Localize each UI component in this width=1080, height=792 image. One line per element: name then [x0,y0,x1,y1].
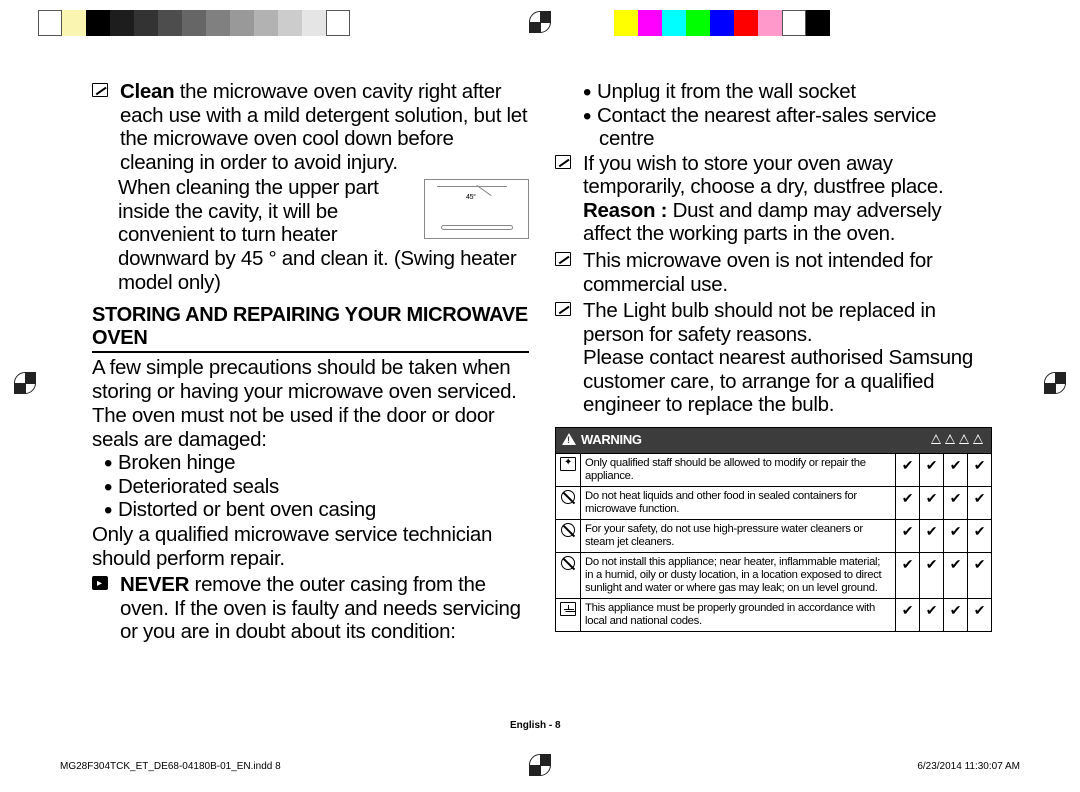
commercial-text: This microwave oven is not intended for … [583,249,992,296]
checkmark-icon: ✔ [920,486,944,519]
storing-p1: A few simple precautions should be taken… [92,356,529,403]
page-content: Clean the microwave oven cavity right af… [92,80,992,644]
list-item: Unplug it from the wall socket [599,80,992,104]
section-title-storing: STORING AND REPAIRING YOUR MICROWAVE OVE… [92,304,529,353]
warning-row-text: This appliance must be properly grounded… [581,598,896,631]
left-column: Clean the microwave oven cavity right af… [92,80,529,644]
warning-row-text: Do not install this appliance; near heat… [581,552,896,598]
checkmark-icon: ✔ [944,486,968,519]
checkmark-icon: ✔ [944,453,968,486]
storing-p3: Only a qualified microwave service techn… [92,523,529,570]
footer-date: 6/23/2014 11:30:07 AM [917,761,1020,772]
note-commercial: This microwave oven is not intended for … [555,249,992,296]
list-item: Deteriorated seals [120,475,529,499]
warning-row-icon [560,602,576,616]
checkmark-icon: ✔ [968,519,992,552]
clean-text: the microwave oven cavity right after ea… [120,80,527,174]
warning-triangle-icon [562,433,576,445]
checkmark-icon: ✔ [968,552,992,598]
table-row: Only qualified staff should be allowed t… [556,453,992,486]
list-item: Distorted or bent oven casing [120,498,529,522]
checkmark-icon: ✔ [968,598,992,631]
reason-lead: Reason : [583,199,673,222]
checkmark-icon: ✔ [896,519,920,552]
storing-p2: The oven must not be used if the door or… [92,404,529,451]
note-icon [555,252,577,270]
registration-mark-right [1044,372,1068,396]
warning-row-text: Do not heat liquids and other food in se… [581,486,896,519]
warning-row-icon [561,490,575,504]
checkmark-icon: ✔ [896,598,920,631]
note-icon [555,302,577,320]
warning-header-label: WARNING [581,432,642,447]
checkmark-icon: ✔ [896,486,920,519]
list-item: Contact the nearest after-sales service … [599,104,992,151]
table-row: For your safety, do not use high-pressur… [556,519,992,552]
checkmark-icon: ✔ [920,453,944,486]
note-icon [555,155,577,173]
checkmark-icon: ✔ [968,453,992,486]
checkmark-icon: ✔ [944,598,968,631]
heater-diagram: 45° [424,179,529,239]
right-column: Unplug it from the wall socketContact th… [555,80,992,644]
table-row: This appliance must be properly grounded… [556,598,992,631]
checkmark-icon: ✔ [944,519,968,552]
checkmark-icon: ✔ [896,552,920,598]
color-calibration-bar [38,10,830,36]
bulb-text-a: The Light bulb should not be replaced in… [583,299,936,346]
condition-sublist: Unplug it from the wall socketContact th… [555,80,992,151]
registration-mark-left [14,372,38,396]
note-bulb: The Light bulb should not be replaced in… [555,299,992,417]
checkmark-icon: ✔ [920,552,944,598]
clean-lead: Clean [120,80,174,103]
footer-language: English - 8 [510,720,561,731]
warning-row-icon [560,457,576,471]
table-row: Do not heat liquids and other food in se… [556,486,992,519]
warning-row-text: For your safety, do not use high-pressur… [581,519,896,552]
store-text-a: If you wish to store your oven away temp… [583,152,943,199]
damage-list: Broken hingeDeteriorated sealsDistorted … [92,451,529,522]
table-row: Do not install this appliance; near heat… [556,552,992,598]
arrow-icon [92,576,114,594]
note-icon [92,83,114,101]
registration-mark-bottom [529,754,553,778]
warning-row-text: Only qualified staff should be allowed t… [581,453,896,486]
checkmark-icon: ✔ [944,552,968,598]
heater-paragraph: 45° When cleaning the upper part inside … [118,176,529,294]
checkmark-icon: ✔ [896,453,920,486]
warning-header: WARNING [556,427,992,453]
checkmark-icon: ✔ [920,519,944,552]
note-store: If you wish to store your oven away temp… [555,152,992,246]
warning-table: WARNING Only qualified staff should be a… [555,427,992,632]
bulb-text-b: Please contact nearest authorised Samsun… [583,346,973,416]
footer-filename: MG28F304TCK_ET_DE68-04180B-01_EN.indd 8 [60,761,281,772]
warning-row-icon [561,556,575,570]
never-lead: NEVER [120,573,189,596]
warning-header-icons [929,433,985,448]
list-item: Broken hinge [120,451,529,475]
heater-angle-label: 45° [466,194,476,202]
note-clean: Clean the microwave oven cavity right af… [92,80,529,174]
registration-mark-top [529,11,553,35]
never-paragraph: NEVER remove the outer casing from the o… [92,573,529,644]
checkmark-icon: ✔ [968,486,992,519]
warning-row-icon [561,523,575,537]
checkmark-icon: ✔ [920,598,944,631]
